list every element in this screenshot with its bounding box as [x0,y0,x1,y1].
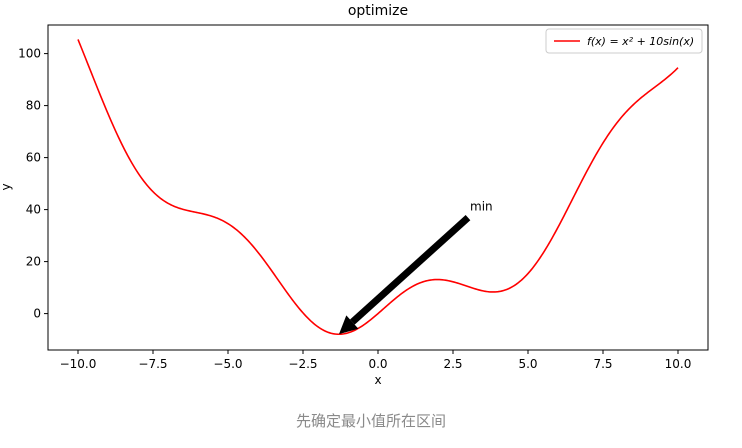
legend-label: f(x) = x² + 10sin(x) [587,35,694,48]
x-tick-label: −10.0 [60,357,97,371]
y-tick-label: 100 [18,47,41,61]
chart-title: optimize [348,3,408,19]
x-tick-label: 2.5 [443,357,462,371]
x-tick-label: 5.0 [518,357,537,371]
x-axis-ticks: −10.0 −7.5 −5.0 −2.5 0.0 2.5 5.0 7.5 10.0 [60,350,692,371]
annotation-arrow-shaft [350,215,471,325]
min-annotation: min [339,200,493,335]
annotation-arrow-head [339,315,359,335]
annotation-label: min [470,200,493,214]
y-tick-label: 40 [26,203,41,217]
chart-container: optimize −10.0 −7.5 −5.0 −2.5 0.0 2.5 5.0 7.5 10… [0,3,709,387]
series-line [77,39,679,336]
x-tick-label: −5.0 [213,357,242,371]
y-tick-label: 60 [26,151,41,165]
x-axis-label: x [374,373,381,387]
x-tick-label: 10.0 [665,357,692,371]
x-tick-label: 7.5 [593,357,612,371]
y-axis-label: y [0,183,13,190]
legend: f(x) = x² + 10sin(x) [545,28,703,54]
figure-caption: 先确定最小值所在区间 [295,412,446,430]
legend-box [545,28,703,54]
x-tick-label: −2.5 [288,357,317,371]
y-axis-ticks: 0 20 40 60 80 100 [18,47,48,321]
x-tick-label: −7.5 [138,357,167,371]
chart-svg: optimize −10.0 −7.5 −5.0 −2.5 0.0 2.5 5.0 7.5 10… [0,3,709,387]
y-tick-label: 0 [33,307,41,321]
x-tick-label: 0.0 [368,357,387,371]
y-tick-label: 20 [26,255,41,269]
y-tick-label: 80 [26,99,41,113]
